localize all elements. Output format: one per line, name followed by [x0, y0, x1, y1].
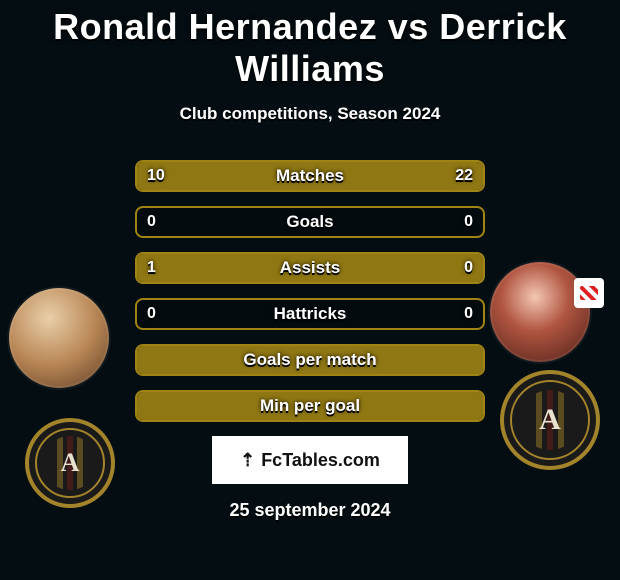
player-right-minibadge	[574, 278, 604, 308]
stat-bars: Matches1022Goals00Assists10Hattricks00Go…	[135, 160, 485, 422]
club-left-crest: A	[25, 418, 115, 508]
stat-value-left: 10	[147, 162, 165, 190]
stat-value-right: 0	[464, 300, 473, 328]
subtitle: Club competitions, Season 2024	[0, 104, 620, 124]
stat-bar: Assists1 0	[135, 252, 485, 284]
watermark: ⇡ FcTables.com	[212, 436, 408, 484]
stat-label: Goals	[137, 208, 483, 236]
stat-label: Hattricks	[137, 300, 483, 328]
stat-bar: Hattricks0 0	[135, 298, 485, 330]
stat-value-right: 0	[464, 208, 473, 236]
stat-value-right: 22	[455, 162, 473, 190]
stat-value-left: 1	[147, 254, 156, 282]
stat-bar: Goals0 0	[135, 206, 485, 238]
stat-bar: Goals per match	[135, 344, 485, 376]
stat-label: Min per goal	[137, 392, 483, 420]
stat-label: Matches	[137, 162, 483, 190]
stat-bar: Matches10 22	[135, 160, 485, 192]
club-right-crest: A	[500, 370, 600, 470]
stat-value-right: 0	[464, 254, 473, 282]
date-label: 25 september 2024	[0, 500, 620, 521]
stat-value-left: 0	[147, 208, 156, 236]
page-title: Ronald Hernandez vs Derrick Williams	[0, 0, 620, 90]
player-left-avatar	[9, 288, 109, 388]
watermark-text: FcTables.com	[261, 450, 380, 471]
stat-value-left: 0	[147, 300, 156, 328]
stat-label: Goals per match	[137, 346, 483, 374]
stat-bar: Min per goal	[135, 390, 485, 422]
stat-label: Assists	[137, 254, 483, 282]
comparison-stage: A A Matches1022Goals00Assists10Hattricks…	[0, 160, 620, 521]
player-right-avatar	[490, 262, 590, 362]
watermark-icon: ⇡	[240, 450, 255, 471]
